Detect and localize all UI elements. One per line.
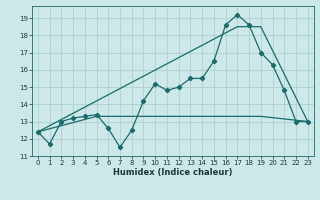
X-axis label: Humidex (Indice chaleur): Humidex (Indice chaleur) — [113, 168, 233, 177]
